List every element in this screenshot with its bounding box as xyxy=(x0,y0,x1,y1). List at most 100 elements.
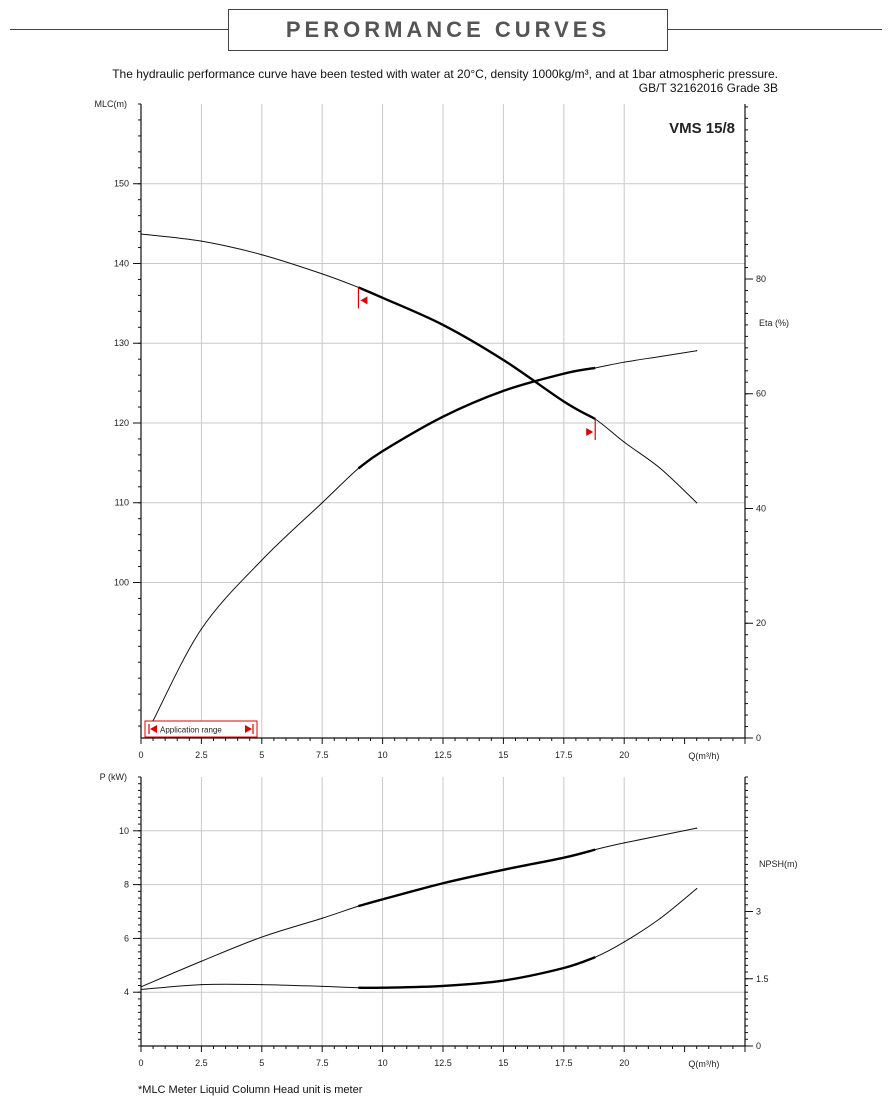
top-x-tick-label: 2.5 xyxy=(195,750,208,760)
application-range-legend xyxy=(144,720,258,738)
bottom-x-tick-label: 15 xyxy=(498,1058,508,1068)
bottom-series-line-0 xyxy=(140,827,697,988)
bottom-series-point-0 xyxy=(261,936,263,938)
bottom-y-tick-label: 4 xyxy=(124,987,129,997)
top-series-point-1 xyxy=(261,559,263,561)
header-rule-left xyxy=(10,29,228,30)
top-series-operating-1 xyxy=(357,366,596,470)
top-y2-tick-label: 20 xyxy=(756,618,766,628)
bottom-y-tick-label: 10 xyxy=(119,826,129,836)
bottom-series-line-1 xyxy=(140,888,697,991)
top-series-line-0 xyxy=(140,233,698,504)
top-y2-tick-label: 60 xyxy=(756,389,766,399)
top-series-point-1 xyxy=(502,390,504,392)
top-series-point-0 xyxy=(502,359,504,361)
bottom-series-point-1 xyxy=(623,941,625,943)
test-description: The hydraulic performance curve have bee… xyxy=(112,67,778,81)
top-series-point-1 xyxy=(594,367,596,369)
legend-left-arrow xyxy=(150,725,157,733)
bottom-series-point-0 xyxy=(442,882,444,884)
top-x-tick-label: 17.5 xyxy=(555,750,573,760)
top-series-line-1 xyxy=(152,350,697,722)
bottom-y2-tick-label: 1.5 xyxy=(756,974,769,984)
bottom-series-point-1 xyxy=(200,983,202,986)
bottom-y2-tick-label: 3 xyxy=(756,907,761,917)
top-x-tick-label: 12.5 xyxy=(434,750,452,760)
bottom-y-axis-label: P (kW) xyxy=(100,772,127,782)
bottom-series-point-1 xyxy=(563,967,565,969)
bottom-x-axis-label: Q(m³/h) xyxy=(688,1059,719,1069)
top-y2-tick-label: 0 xyxy=(756,733,761,743)
bottom-series-operating-0 xyxy=(358,848,596,908)
bottom-x-tick-label: 12.5 xyxy=(434,1058,452,1068)
test-conditions: The hydraulic performance curve have bee… xyxy=(112,67,778,95)
bottom-x-tick-label: 10 xyxy=(378,1058,388,1068)
bottom-series-point-1 xyxy=(357,987,360,989)
top-series-point-0 xyxy=(442,324,444,326)
top-series-point-0 xyxy=(696,502,698,504)
top-y-axis-label: MLC(m) xyxy=(95,99,128,109)
application-range-label: Application range xyxy=(160,726,222,735)
bottom-series-point-0 xyxy=(623,842,625,844)
bottom-series-point-0 xyxy=(140,986,142,988)
range-end-marker-arrow xyxy=(586,428,594,437)
bottom-y-tick-label: 8 xyxy=(124,880,129,890)
legend-right-arrow xyxy=(245,725,252,733)
bottom-x-tick-label: 20 xyxy=(619,1058,629,1068)
top-series-point-1 xyxy=(357,467,360,469)
bottom-series-point-0 xyxy=(594,849,596,851)
bottom-series-point-0 xyxy=(502,869,504,871)
top-y-tick-label: 120 xyxy=(114,418,129,428)
bottom-series-point-1 xyxy=(442,985,444,987)
bottom-y2-axis-label: NPSH(m) xyxy=(759,859,798,869)
bottom-x-tick-label: 7.5 xyxy=(316,1058,329,1068)
top-series-point-0 xyxy=(382,297,384,299)
bottom-series-point-0 xyxy=(357,905,360,907)
top-series-point-1 xyxy=(623,361,625,363)
bottom-x-tick-label: 0 xyxy=(138,1058,143,1068)
bottom-x-tick-label: 17.5 xyxy=(555,1058,573,1068)
top-y-tick-label: 150 xyxy=(114,179,129,189)
bottom-x-tick-label: 2.5 xyxy=(195,1058,208,1068)
top-y2-axis-label: Eta (%) xyxy=(759,318,789,328)
top-series-point-0 xyxy=(321,273,323,275)
bottom-series-point-0 xyxy=(382,898,384,900)
top-series-point-1 xyxy=(696,350,698,352)
bottom-series-operating-1 xyxy=(358,956,596,990)
bottom-series-point-0 xyxy=(696,827,698,829)
top-x-tick-label: 7.5 xyxy=(316,750,329,760)
top-x-tick-label: 10 xyxy=(378,750,388,760)
test-standard: GB/T 32162016 Grade 3B xyxy=(638,81,778,95)
top-y-tick-label: 110 xyxy=(115,498,129,508)
bottom-series-point-0 xyxy=(321,917,323,919)
bottom-series-point-1 xyxy=(696,888,698,890)
header-rule-right xyxy=(668,29,882,30)
bottom-series-point-0 xyxy=(563,857,565,859)
model-label: VMS 15/8 xyxy=(669,120,735,137)
top-series-point-0 xyxy=(623,441,625,443)
footnote: *MLC Meter Liquid Column Head unit is me… xyxy=(138,1084,363,1096)
bottom-series-point-1 xyxy=(140,988,142,991)
top-y2-tick-label: 40 xyxy=(756,503,766,513)
bottom-series-point-1 xyxy=(261,983,263,986)
top-x-tick-label: 15 xyxy=(498,750,508,760)
bottom-series-point-1 xyxy=(594,956,596,958)
top-y-tick-label: 100 xyxy=(114,577,129,587)
top-x-tick-label: 5 xyxy=(259,750,264,760)
top-series-point-1 xyxy=(563,373,565,375)
top-series-point-1 xyxy=(442,416,444,418)
top-series-point-0 xyxy=(659,467,662,470)
top-series-point-0 xyxy=(200,240,202,242)
top-series-point-1 xyxy=(321,502,323,504)
top-series-point-0 xyxy=(563,400,565,403)
page-title: PERORMANCE CURVES xyxy=(228,9,668,51)
top-x-tick-label: 0 xyxy=(138,750,143,760)
top-series-point-0 xyxy=(261,254,263,256)
top-y-tick-label: 140 xyxy=(114,258,129,268)
top-x-axis-label: Q(m³/h) xyxy=(688,751,719,761)
top-y2-tick-label: 80 xyxy=(756,274,766,284)
range-start-marker-arrow xyxy=(360,296,368,305)
top-series-operating-0 xyxy=(357,286,596,421)
top-x-tick-label: 20 xyxy=(619,750,629,760)
